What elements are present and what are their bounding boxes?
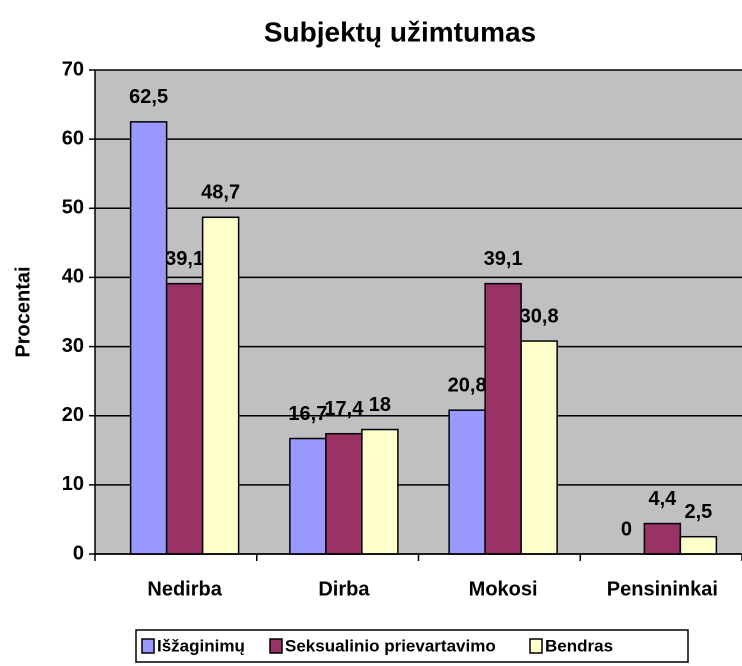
y-tick-label: 50	[62, 197, 84, 219]
legend-label: Bendras	[545, 636, 613, 655]
value-label: 30,8	[520, 305, 559, 327]
bar	[679, 535, 718, 555]
y-tick-label: 10	[62, 473, 84, 495]
bar	[165, 282, 204, 555]
value-label: 4,4	[648, 488, 677, 510]
x-tick-label: Pensininkai	[607, 578, 718, 600]
value-label: 18	[369, 394, 391, 416]
bar	[129, 121, 168, 555]
x-tick-label: Nedirba	[147, 578, 222, 600]
x-tick-label: Mokosi	[469, 578, 538, 600]
value-label: 17,4	[324, 398, 364, 420]
y-tick-label: 60	[62, 127, 84, 149]
value-label: 39,1	[484, 248, 523, 270]
value-label: 2,5	[684, 501, 712, 523]
legend-swatch	[269, 638, 283, 654]
value-label: 16,7	[288, 403, 327, 425]
bar	[484, 282, 522, 555]
y-axis-label: Procentai	[12, 266, 34, 357]
y-tick-label: 20	[62, 404, 84, 426]
x-tick-label: Dirba	[318, 578, 370, 600]
bar	[325, 432, 363, 555]
legend-label: Išžaginimų	[157, 636, 245, 655]
bar	[643, 522, 682, 555]
y-tick-label: 40	[62, 266, 84, 288]
bar	[201, 216, 240, 555]
legend	[135, 629, 689, 663]
value-label: 39,1	[165, 248, 204, 270]
bar	[520, 340, 558, 555]
y-tick-label: 0	[73, 542, 84, 564]
value-label: 0	[621, 518, 632, 540]
value-label: 20,8	[448, 374, 487, 396]
y-tick-label: 30	[62, 335, 84, 357]
value-label: 48,7	[201, 182, 240, 204]
chart-title: Subjektų užimtumas	[264, 16, 536, 47]
legend-swatch	[529, 638, 543, 654]
bar	[289, 437, 327, 555]
bar	[448, 409, 486, 555]
bar	[361, 428, 399, 555]
value-label: 62,5	[129, 86, 168, 108]
y-tick-label: 70	[62, 58, 84, 80]
legend-label: Seksualinio prievartavimo	[285, 636, 496, 655]
legend-swatch	[141, 638, 155, 654]
